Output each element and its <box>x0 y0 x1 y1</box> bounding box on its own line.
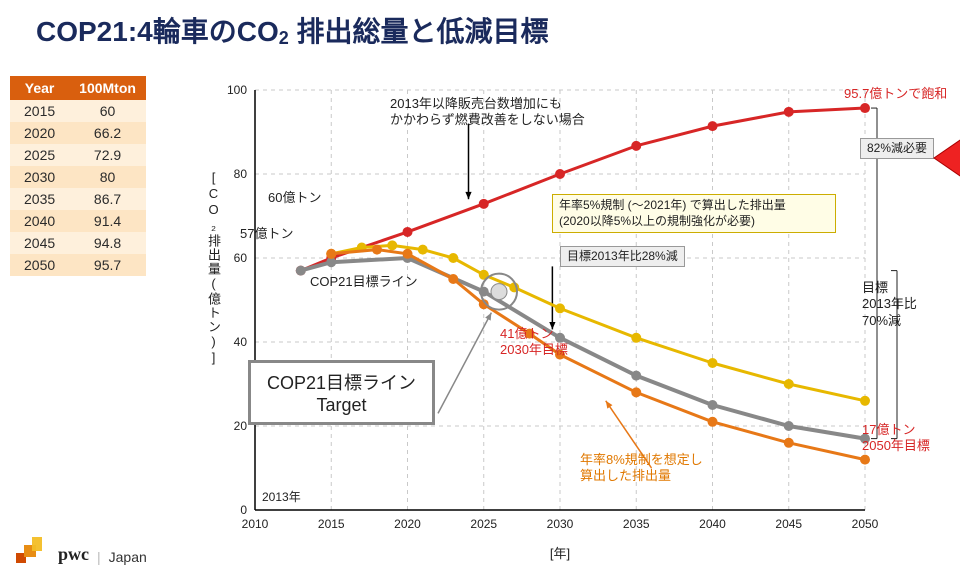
table-row: 204091.4 <box>10 210 146 232</box>
svg-text:2015: 2015 <box>318 517 345 531</box>
table-row: 204594.8 <box>10 232 146 254</box>
label-28: 目標2013年比28%減 <box>560 246 685 267</box>
label-60: 60億トン <box>268 190 321 206</box>
svg-text:80: 80 <box>234 167 248 181</box>
table-row: 203586.7 <box>10 188 146 210</box>
svg-text:2010: 2010 <box>242 517 269 531</box>
data-table: Year100Mton 201560202066.2202572.9203080… <box>10 76 146 276</box>
label-70: 目標2013年比70%減 <box>862 280 932 329</box>
svg-text:2050: 2050 <box>852 517 879 531</box>
red-arrow-icon <box>926 136 960 186</box>
page-title: COP21:4輪車のCO2 排出総量と低減目標 <box>36 10 549 50</box>
label-cop-line: COP21目標ライン <box>310 274 418 290</box>
svg-text:60: 60 <box>234 251 248 265</box>
table-row: 202066.2 <box>10 122 146 144</box>
table-row: 202572.9 <box>10 144 146 166</box>
separator: | <box>97 549 101 565</box>
label-8pct: 年率8%規制を想定し算出した排出量 <box>580 452 703 485</box>
table-row: 205095.7 <box>10 254 146 276</box>
svg-text:40: 40 <box>234 335 248 349</box>
footer-brand: pwc | Japan <box>16 535 147 565</box>
label-17: 17億トン2050年目標 <box>862 422 930 455</box>
pwc-logo-icon <box>16 535 50 565</box>
svg-text:2020: 2020 <box>394 517 421 531</box>
pwc-text: pwc <box>58 544 89 565</box>
table-header: Year <box>10 76 69 100</box>
svg-text:0: 0 <box>240 503 247 517</box>
svg-text:2045: 2045 <box>775 517 802 531</box>
box-5pct: 年率5%規制 (〜2021年) で算出した排出量(2020以降5%以上の規制強化… <box>552 194 836 233</box>
table-row: 203080 <box>10 166 146 188</box>
label-41: 41億トン2030年目標 <box>500 326 568 359</box>
y-axis-label: [CO₂排出量(億トン)] <box>204 170 223 366</box>
region-text: Japan <box>109 549 147 565</box>
svg-text:2025: 2025 <box>470 517 497 531</box>
svg-text:2040: 2040 <box>699 517 726 531</box>
label-957: 95.7億トンで飽和 <box>844 86 947 102</box>
note-no-improve: 2013年以降販売台数増加にもかかわらず燃費改善をしない場合 <box>390 96 640 129</box>
svg-text:2030: 2030 <box>547 517 574 531</box>
svg-text:100: 100 <box>227 83 247 97</box>
label-82: 82%減必要 <box>860 138 934 159</box>
table-row: 201560 <box>10 100 146 122</box>
co2-chart: 2010201520202025203020352040204520500204… <box>225 60 935 570</box>
svg-text:2035: 2035 <box>623 517 650 531</box>
cop21-target-box: COP21目標ラインTarget <box>248 360 435 425</box>
table-header: 100Mton <box>69 76 146 100</box>
label-2013: 2013年 <box>262 490 301 505</box>
svg-text:20: 20 <box>234 419 248 433</box>
label-57: 57億トン <box>240 226 293 242</box>
svg-text:[年]: [年] <box>550 546 570 561</box>
